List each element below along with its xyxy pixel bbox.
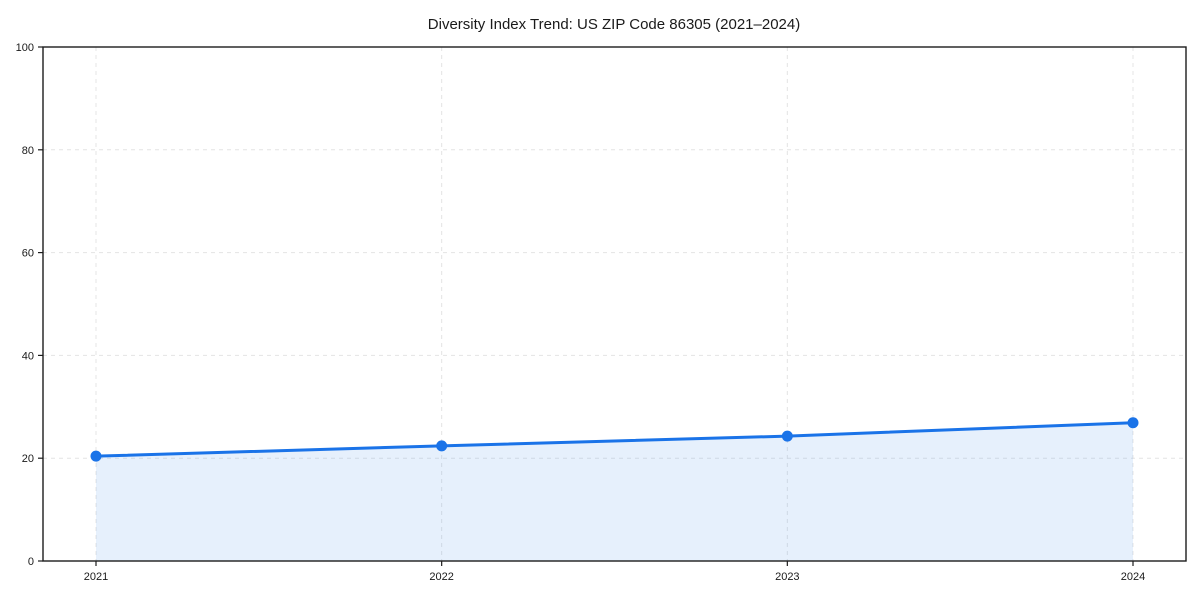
- tick-marks-layer: [38, 46, 1134, 566]
- trend-line: [94, 421, 1135, 458]
- x-axis-tick-label: 2023: [775, 571, 799, 583]
- y-axis-tick-label: 40: [22, 350, 34, 362]
- trend-line-layer: [94, 421, 1135, 458]
- x-axis-tick-label: 2022: [429, 571, 453, 583]
- chart-title: Diversity Index Trend: US ZIP Code 86305…: [428, 16, 800, 33]
- data-point-marker: [436, 440, 448, 452]
- y-axis-tick-label: 80: [22, 145, 34, 157]
- area-fill: [96, 422, 1133, 561]
- y-axis-tick-label: 0: [28, 556, 34, 568]
- y-axis-tick-label: 60: [22, 248, 34, 260]
- tick-labels-layer: 0 20 40 60 80 100 2021 2022 2023 2024: [16, 42, 1146, 583]
- y-axis-tick-label: 20: [22, 453, 34, 465]
- data-point-marker: [90, 450, 102, 462]
- x-axis-tick-label: 2024: [1121, 571, 1145, 583]
- data-point-marker: [1127, 417, 1139, 429]
- data-point-marker: [781, 430, 793, 442]
- area-fill-layer: [96, 422, 1133, 561]
- plot-border-spines: [42, 46, 1187, 562]
- y-axis-tick-label: 100: [16, 42, 34, 54]
- x-axis-tick-label: 2021: [84, 571, 108, 583]
- gridlines-layer: [43, 47, 1186, 561]
- axes-spines-layer: [42, 46, 1187, 562]
- data-point-markers-layer: [90, 417, 1139, 462]
